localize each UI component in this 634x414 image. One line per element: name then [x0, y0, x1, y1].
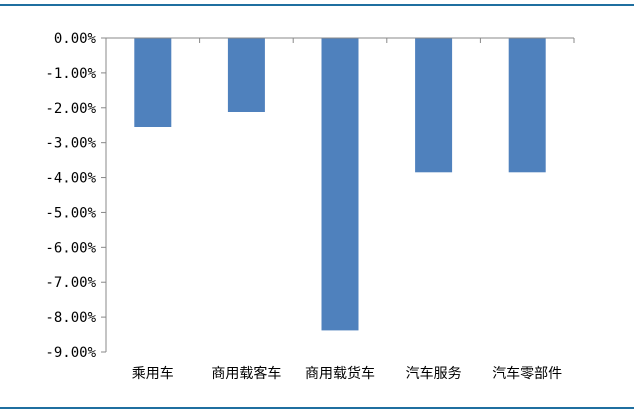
y-tick-label-9: -9.00%: [45, 345, 96, 361]
bars-group: [134, 38, 546, 331]
frame-top-border: [0, 4, 634, 6]
category-label-3: 汽车服务: [406, 365, 462, 382]
bar-3: [415, 38, 453, 173]
y-tick-label-3: -3.00%: [45, 136, 96, 152]
y-tick-label-2: -2.00%: [45, 101, 96, 117]
y-tick-label-0: 0.00%: [54, 31, 97, 47]
category-label-0: 乘用车: [132, 365, 174, 382]
category-label-2: 商用载货车: [305, 365, 375, 382]
y-tick-label-5: -5.00%: [45, 205, 96, 221]
labels-group: 0.00% -1.00% -2.00% -3.00% -4.00% -5.00% -6.00…: [45, 31, 562, 382]
y-tick-label-7: -7.00%: [45, 275, 96, 291]
category-label-4: 汽车零部件: [492, 365, 562, 382]
frame-bottom-border: [0, 407, 634, 409]
axes-group: [101, 37, 575, 353]
y-tick-label-4: -4.00%: [45, 171, 96, 187]
bar-4: [508, 38, 546, 173]
bar-2: [321, 38, 359, 331]
bar-0: [134, 38, 172, 127]
category-label-1: 商用载客车: [211, 365, 281, 382]
bar-1: [227, 38, 265, 112]
y-tick-label-6: -6.00%: [45, 240, 96, 256]
y-tick-label-1: -1.00%: [45, 66, 96, 82]
y-tick-label-8: -8.00%: [45, 310, 96, 326]
